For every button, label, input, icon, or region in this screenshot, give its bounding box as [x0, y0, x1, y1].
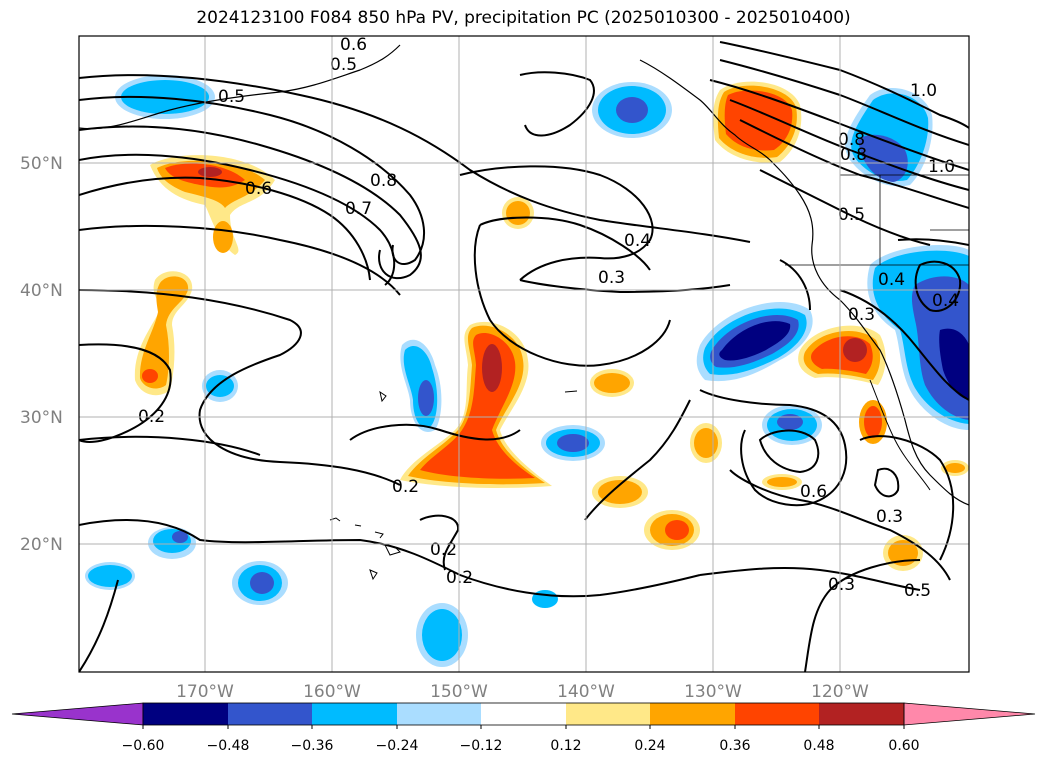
colorbar-tick-label: −0.12 — [460, 738, 503, 754]
map-plot-area: 0.5 0.5 0.6 0.6 0.8 0.7 0.4 0.3 0.2 0.2 … — [79, 35, 969, 672]
colorbar-segment — [228, 703, 312, 725]
colorbar-tick-label: −0.60 — [122, 738, 165, 754]
contour-label: 0.4 — [878, 270, 905, 290]
figure-title: 2024123100 F084 850 hPa PV, precipitatio… — [196, 8, 851, 28]
colorbar-segment — [819, 703, 904, 725]
contour-labels: 0.5 0.5 0.6 0.6 0.8 0.7 0.4 0.3 0.2 0.2 … — [138, 35, 959, 601]
contour-label: 0.5 — [218, 87, 245, 107]
lon-label: 120°W — [811, 682, 869, 702]
contour-label: 0.3 — [598, 268, 625, 288]
lon-label: 150°W — [430, 682, 488, 702]
colorbar-tick-label: 0.24 — [634, 738, 665, 754]
colorbar-tick-label: 0.48 — [803, 738, 834, 754]
colorbar-segment — [650, 703, 735, 725]
contour-label: 0.2 — [392, 477, 419, 497]
colorbar-tick-label: −0.48 — [207, 738, 250, 754]
lon-label: 130°W — [684, 682, 742, 702]
lon-label: 160°W — [303, 682, 361, 702]
contour-label: 0.5 — [904, 581, 931, 601]
map-frame — [78, 35, 970, 673]
colorbar-segment — [312, 703, 397, 725]
contour-label: 0.8 — [370, 171, 397, 191]
colorbar-tick-label: 0.12 — [550, 738, 581, 754]
colorbar-tick-label: −0.24 — [376, 738, 419, 754]
contour-label: 0.8 — [838, 130, 865, 150]
contour-label: 0.6 — [245, 179, 272, 199]
lat-label: 40°N — [20, 281, 63, 301]
contour-label: 0.8 — [840, 145, 867, 165]
contour-label: 0.4 — [932, 291, 959, 311]
contour-label: 0.3 — [848, 305, 875, 325]
contour-label: 0.6 — [800, 482, 827, 502]
contour-label: 0.2 — [430, 540, 457, 560]
lat-label: 50°N — [20, 154, 63, 174]
colorbar-segment — [397, 703, 481, 725]
colorbar-segment — [566, 703, 650, 725]
contour-label: 1.0 — [910, 81, 937, 101]
lat-label: 30°N — [20, 408, 63, 428]
colorbar-extend-high — [903, 702, 1036, 726]
lon-label: 140°W — [557, 682, 615, 702]
lon-label: 170°W — [176, 682, 234, 702]
colorbar-tick-label: 0.36 — [719, 738, 750, 754]
longitude-labels: 170°W 160°W 150°W 140°W 130°W 120°W — [176, 682, 869, 702]
gridlines — [79, 36, 969, 672]
contour-label: 0.5 — [838, 205, 865, 225]
colorbar-segment — [143, 703, 228, 725]
contour-label: 0.2 — [446, 568, 473, 588]
latitude-labels: 50°N 40°N 30°N 20°N — [20, 154, 63, 555]
colorbar-tick-label: −0.36 — [291, 738, 334, 754]
colorbar-tick-label: 0.60 — [888, 738, 919, 754]
contour-label: 0.7 — [345, 199, 372, 219]
pv-contours — [79, 41, 969, 672]
precipitation-fill — [85, 75, 969, 667]
contour-label: 0.4 — [624, 231, 651, 251]
contour-label: 0.5 — [330, 55, 357, 75]
colorbar-segment — [735, 703, 819, 725]
contour-label: 0.6 — [340, 35, 367, 55]
colorbar-segment — [481, 703, 566, 725]
lat-label: 20°N — [20, 535, 63, 555]
contour-label: 1.0 — [928, 157, 955, 177]
contour-label: 0.3 — [876, 507, 903, 527]
contour-label: 0.3 — [828, 575, 855, 595]
colorbar-extend-low — [11, 702, 144, 726]
colorbar: −0.60 −0.48 −0.36 −0.24 −0.12 0.12 0.24 … — [11, 702, 1036, 754]
